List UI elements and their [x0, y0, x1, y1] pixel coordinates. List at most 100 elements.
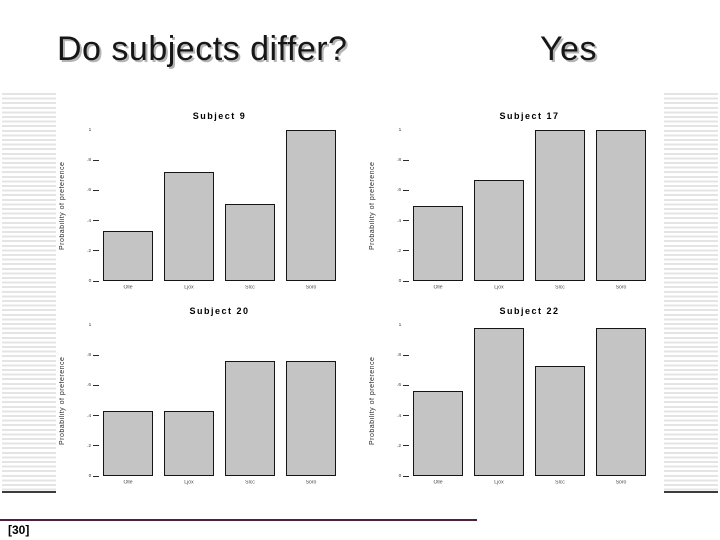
y-axis-tick: .4: [385, 218, 409, 224]
y-axis-tick: .2: [75, 443, 99, 449]
bar-slcc: [225, 361, 275, 476]
y-tick-mark: [93, 445, 99, 447]
x-tick-label: Ljox: [494, 480, 504, 486]
y-axis-tick: 0: [385, 278, 409, 284]
y-tick-label: 0: [398, 278, 401, 284]
y-axis-tick: .8: [385, 352, 409, 358]
y-axis-tick: .8: [75, 157, 99, 163]
y-tick-label: .6: [396, 382, 401, 388]
barplot-subject-9: Subject 9 Probability of preference 1 .8.…: [59, 111, 336, 290]
slide-answer: Yes: [540, 30, 597, 68]
y-tick-mark: [93, 354, 99, 356]
x-tick-label: Soro: [305, 480, 317, 486]
chart-title: Subject 9: [192, 111, 247, 121]
x-tick-label: Olle: [123, 285, 133, 291]
y-tick-label: 0: [398, 473, 401, 479]
y-tick-mark: [403, 250, 409, 252]
y-axis-tick: 0: [75, 278, 99, 284]
y-axis-label: Probability of preference: [369, 161, 376, 250]
y-tick-label: .6: [86, 382, 91, 388]
y-tick-mark: [403, 445, 409, 447]
y-tick-mark: [93, 189, 99, 191]
y-tick-mark: [403, 354, 409, 356]
y-tick-label: .4: [396, 218, 401, 223]
y-axis-tick: .6: [75, 187, 99, 193]
right-stripe-panel: [664, 93, 718, 493]
y-axis-tick: 1: [385, 127, 409, 133]
y-axis-tick: .6: [75, 382, 99, 388]
y-tick-label: 1: [88, 322, 91, 328]
y-tick-label: 1: [398, 322, 401, 328]
y-tick-label: .2: [396, 248, 401, 254]
y-axis-tick: 1: [385, 322, 409, 328]
y-axis-tick: .6: [385, 187, 409, 193]
x-tick-label: Ljox: [184, 480, 194, 486]
y-tick-mark: [403, 475, 409, 477]
x-tick-label: Slcc: [555, 480, 565, 486]
y-axis-tick: 1: [75, 322, 99, 328]
y-tick-label: 0: [88, 473, 91, 479]
y-axis-tick: .4: [75, 413, 99, 419]
chart-title: Subject 20: [189, 306, 250, 316]
x-tick-label: Slcc: [245, 480, 255, 486]
x-tick-label: Soro: [615, 480, 627, 486]
bar-soro: [286, 361, 336, 476]
y-tick-label: .4: [86, 413, 91, 418]
y-tick-label: 1: [88, 127, 91, 133]
x-tick-label: Ljox: [184, 285, 194, 291]
bar-olle: [413, 391, 463, 476]
y-axis-tick: .2: [385, 248, 409, 254]
y-tick-mark: [93, 415, 99, 417]
y-tick-label: .8: [396, 157, 401, 163]
bar-ljox: [164, 411, 214, 476]
y-tick-mark: [403, 189, 409, 191]
y-axis-tick: 0: [75, 473, 99, 479]
y-tick-label: 1: [398, 127, 401, 133]
y-axis-tick: .6: [385, 382, 409, 388]
bar-olle: [413, 205, 463, 281]
x-tick-label: Soro: [615, 285, 627, 291]
y-axis-tick: .4: [385, 413, 409, 419]
y-tick-label: .2: [396, 443, 401, 449]
y-axis-label: Probability of preference: [369, 356, 376, 445]
y-tick-mark: [93, 384, 99, 386]
y-tick-mark: [93, 159, 99, 161]
y-tick-mark: [93, 475, 99, 477]
bar-soro: [596, 130, 646, 281]
x-tick-label: Slcc: [555, 285, 565, 291]
y-axis-tick: .8: [75, 352, 99, 358]
y-tick-mark: [93, 280, 99, 282]
barplot-subject-22: Subject 22 Probability of preference 1 .8…: [369, 306, 646, 485]
footer-divider-line: [0, 519, 477, 521]
chart-title: Subject 17: [499, 111, 560, 121]
bar-ljox: [474, 179, 524, 281]
left-stripe-panel: [2, 93, 56, 493]
y-tick-label: .6: [86, 187, 91, 193]
y-tick-label: .8: [86, 157, 91, 163]
y-tick-mark: [403, 384, 409, 386]
bar-olle: [103, 231, 153, 281]
bar-soro: [596, 328, 646, 476]
y-axis-tick: 0: [385, 473, 409, 479]
bar-ljox: [164, 172, 214, 281]
y-axis-tick: .4: [75, 218, 99, 224]
x-tick-label: Slcc: [245, 285, 255, 291]
y-tick-label: .8: [396, 352, 401, 358]
y-tick-mark: [403, 280, 409, 282]
slide-title: Do subjects differ?: [57, 30, 348, 68]
bar-slcc: [535, 130, 585, 281]
bar-slcc: [535, 365, 585, 476]
y-axis-label: Probability of preference: [59, 161, 66, 250]
y-tick-mark: [403, 220, 409, 222]
x-tick-label: Olle: [123, 480, 133, 486]
bar-ljox: [474, 328, 524, 476]
y-tick-label: 0: [88, 278, 91, 284]
barplot-subject-20: Subject 20 Probability of preference 1 .8…: [59, 306, 336, 485]
x-tick-label: Olle: [433, 480, 443, 486]
y-axis-tick: 1: [75, 127, 99, 133]
bar-olle: [103, 411, 153, 476]
y-tick-label: .8: [86, 352, 91, 358]
y-tick-label: .2: [86, 248, 91, 254]
y-tick-mark: [93, 220, 99, 222]
bar-soro: [286, 130, 336, 281]
